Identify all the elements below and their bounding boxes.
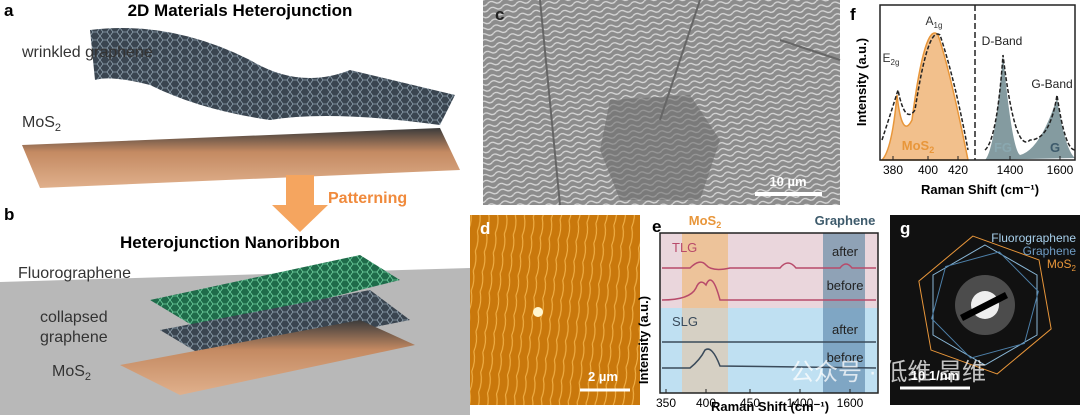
fluorographene-illustration bbox=[150, 255, 400, 330]
panel-e: e MoS2 Graphene TLG SLG after before aft… bbox=[636, 213, 879, 414]
panel-title: 2D Materials Heterojunction bbox=[128, 1, 353, 20]
afm-image bbox=[470, 215, 640, 405]
y-axis-label: Intensity (a.u.) bbox=[854, 38, 869, 126]
x-tick-label: 1600 bbox=[1047, 163, 1074, 177]
state-label: before bbox=[827, 350, 864, 365]
sample-label: TLG bbox=[672, 240, 697, 255]
x-tick-label: 380 bbox=[883, 163, 903, 177]
arrow-label: Patterning bbox=[328, 190, 407, 207]
region-label: MoS2 bbox=[902, 138, 934, 155]
panel-letter: f bbox=[850, 5, 856, 24]
x-tick-label: 400 bbox=[918, 163, 938, 177]
x-axis-label: Raman Shift (cm⁻¹) bbox=[711, 399, 829, 414]
y-axis-label: Intensity (a.u.) bbox=[636, 296, 651, 384]
region-label: Graphene bbox=[815, 213, 876, 228]
axis-box bbox=[879, 4, 1076, 161]
panel-a: a 2D Materials Heterojunction wrinkled g… bbox=[4, 1, 460, 188]
legend-label: Graphene bbox=[1023, 244, 1077, 258]
legend-label: MoS2 bbox=[1047, 257, 1077, 273]
x-axis-label: Raman Shift (cm⁻¹) bbox=[921, 182, 1039, 197]
x-tick-label: 1600 bbox=[837, 396, 864, 410]
peak-label: G-Band bbox=[1031, 77, 1072, 91]
state-label: after bbox=[832, 244, 859, 259]
layer-label: collapsed bbox=[40, 309, 108, 326]
panel-title: Heterojunction Nanoribbon bbox=[120, 233, 340, 252]
peak-label: D-Band bbox=[982, 34, 1023, 48]
state-label: after bbox=[832, 322, 859, 337]
scale-label: 2 µm bbox=[588, 369, 618, 384]
x-tick-label: 450 bbox=[740, 396, 760, 410]
graphene-illustration bbox=[90, 28, 455, 125]
panel-f: f E2g A1g D-Band G-Band MoS2 FG G 380 400… bbox=[850, 4, 1076, 197]
panel-letter: e bbox=[652, 217, 661, 236]
arrow: Patterning bbox=[272, 175, 407, 232]
graphene-illustration bbox=[160, 290, 410, 360]
region-label: G bbox=[1050, 140, 1060, 155]
layer-label: Fluorographene bbox=[18, 265, 131, 282]
region-label: MoS2 bbox=[689, 213, 721, 230]
state-label: before bbox=[827, 278, 864, 293]
panel-letter: d bbox=[480, 219, 490, 238]
panel-b: b Heterojunction Nanoribbon Fluorographe… bbox=[0, 205, 470, 415]
scale-label: 10 µm bbox=[769, 174, 806, 189]
mos2-illustration bbox=[22, 128, 460, 188]
mos2-illustration bbox=[120, 320, 415, 395]
panel-d: d 2 µm bbox=[470, 215, 640, 405]
x-tick-label: 1400 bbox=[787, 396, 814, 410]
layer-label: graphene bbox=[40, 329, 108, 346]
region-label: FG bbox=[994, 140, 1012, 155]
axis-box bbox=[659, 232, 879, 394]
sample-label: SLG bbox=[672, 314, 698, 329]
layer-label: MoS2 bbox=[52, 363, 91, 383]
x-tick-label: 350 bbox=[656, 396, 676, 410]
watermark: 公众号 · 低维 昂维 bbox=[790, 359, 986, 386]
peak-label: A1g bbox=[926, 14, 943, 30]
panel-g: g Fluorographene Graphene MoS2 10 1/nm bbox=[890, 215, 1080, 405]
x-tick-label: 420 bbox=[948, 163, 968, 177]
layer-label: wrinkled graphene bbox=[21, 44, 153, 61]
panel-letter: g bbox=[900, 219, 910, 238]
scale-label: 10 1/nm bbox=[911, 368, 959, 383]
peak-label: E2g bbox=[883, 51, 900, 67]
x-tick-label: 400 bbox=[696, 396, 716, 410]
panel-letter: c bbox=[495, 5, 504, 24]
layer-label: MoS2 bbox=[22, 114, 61, 134]
panel-letter: a bbox=[4, 1, 14, 20]
panel-letter: b bbox=[4, 205, 14, 224]
legend-label: Fluorographene bbox=[991, 231, 1076, 245]
x-tick-label: 1400 bbox=[997, 163, 1024, 177]
panel-c: c 10 µm bbox=[483, 0, 841, 206]
